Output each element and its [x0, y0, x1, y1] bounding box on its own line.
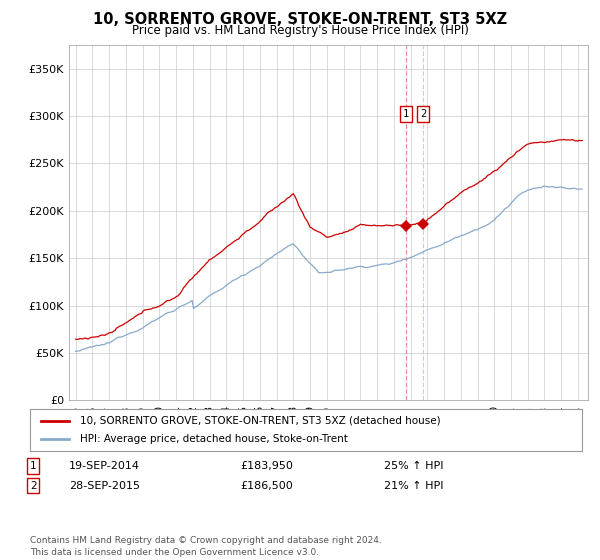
Text: HPI: Average price, detached house, Stoke-on-Trent: HPI: Average price, detached house, Stok… — [80, 434, 347, 444]
Text: 28-SEP-2015: 28-SEP-2015 — [69, 480, 140, 491]
Text: 10, SORRENTO GROVE, STOKE-ON-TRENT, ST3 5XZ (detached house): 10, SORRENTO GROVE, STOKE-ON-TRENT, ST3 … — [80, 416, 440, 426]
Text: Price paid vs. HM Land Registry's House Price Index (HPI): Price paid vs. HM Land Registry's House … — [131, 24, 469, 36]
Text: £183,950: £183,950 — [240, 461, 293, 471]
Text: 10, SORRENTO GROVE, STOKE-ON-TRENT, ST3 5XZ: 10, SORRENTO GROVE, STOKE-ON-TRENT, ST3 … — [93, 12, 507, 27]
Text: 1: 1 — [30, 461, 37, 471]
Text: 2: 2 — [30, 480, 37, 491]
Text: 19-SEP-2014: 19-SEP-2014 — [69, 461, 140, 471]
Text: 25% ↑ HPI: 25% ↑ HPI — [384, 461, 443, 471]
Text: Contains HM Land Registry data © Crown copyright and database right 2024.
This d: Contains HM Land Registry data © Crown c… — [30, 536, 382, 557]
Text: 21% ↑ HPI: 21% ↑ HPI — [384, 480, 443, 491]
Text: £186,500: £186,500 — [240, 480, 293, 491]
Text: 2: 2 — [420, 109, 426, 119]
Text: 1: 1 — [403, 109, 409, 119]
